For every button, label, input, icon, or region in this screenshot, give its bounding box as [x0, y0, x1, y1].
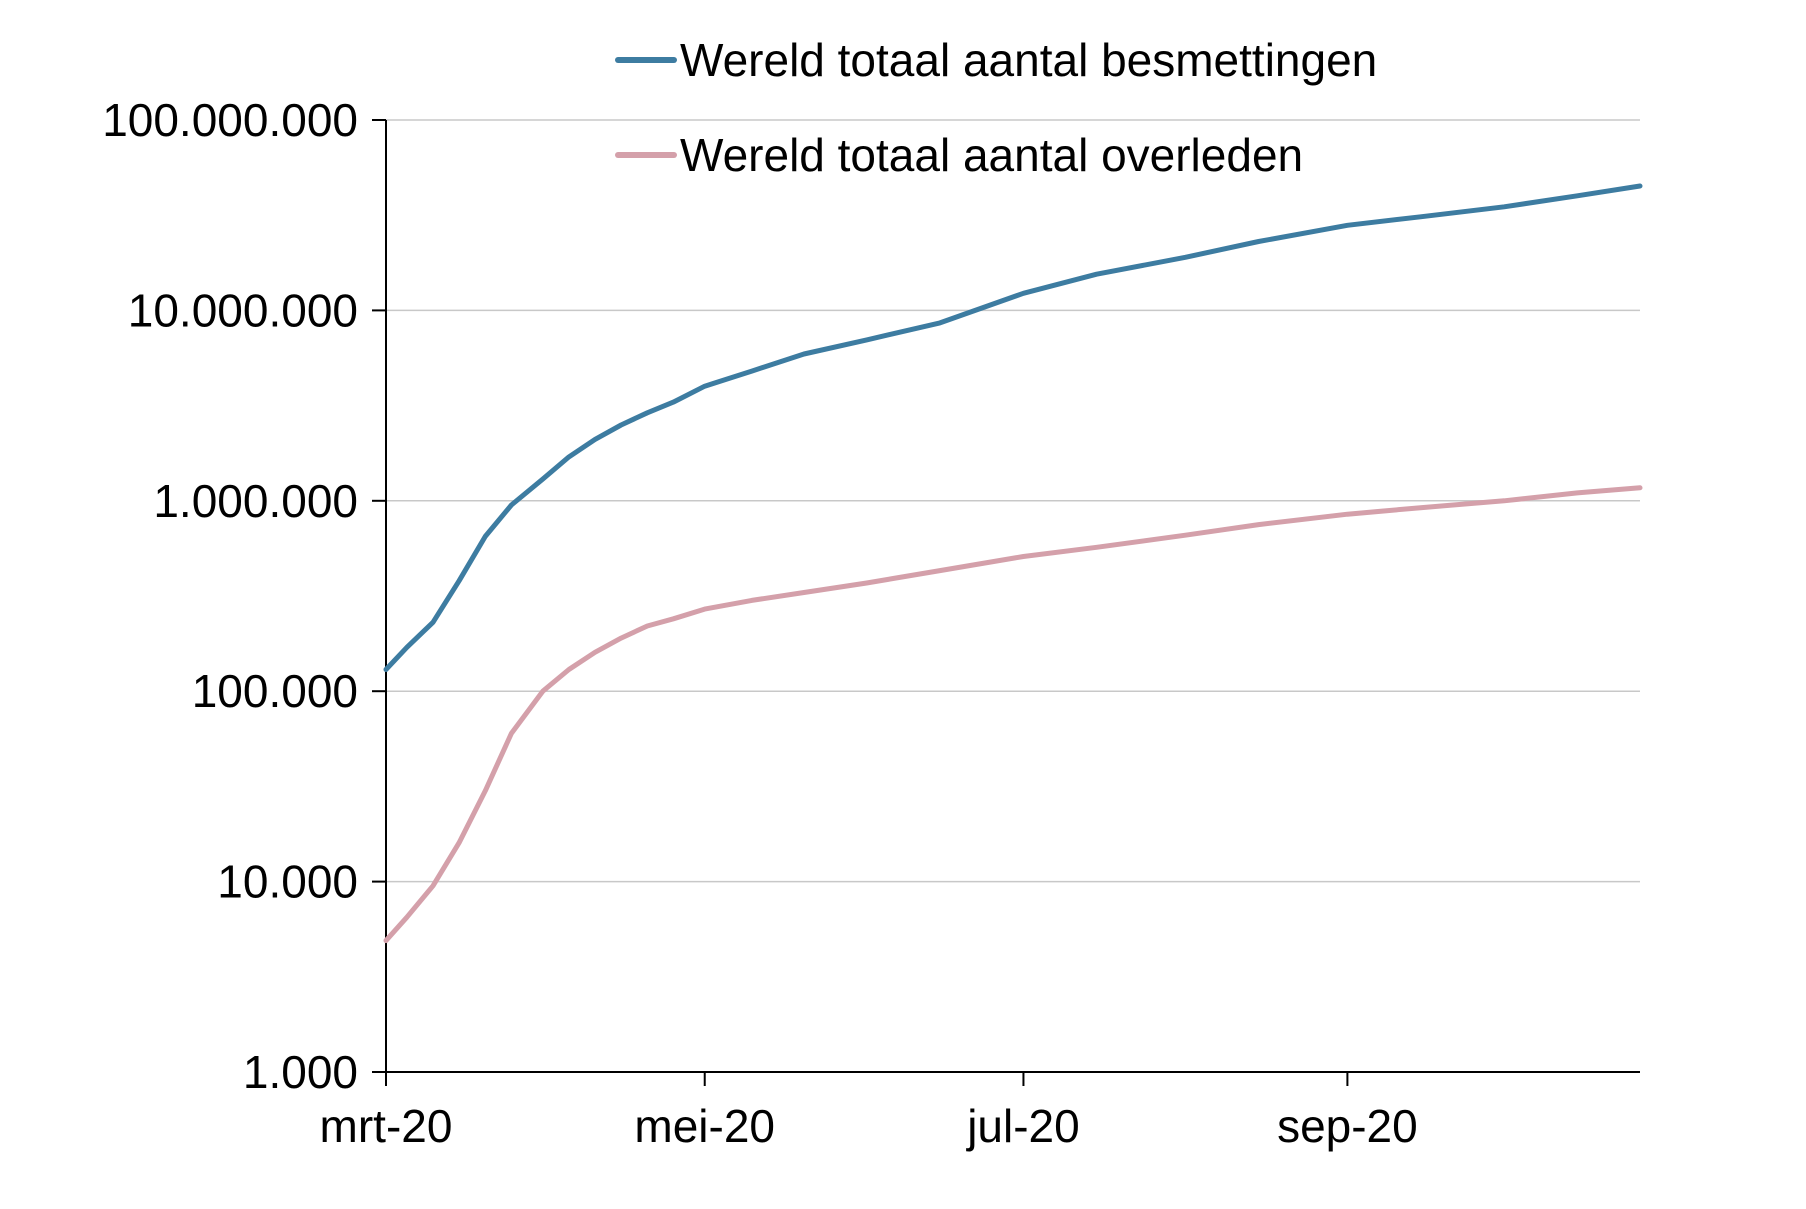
- x-tick-label: jul-20: [965, 1100, 1080, 1152]
- y-tick-label: 100.000.000: [102, 94, 358, 146]
- y-tick-label: 100.000: [192, 665, 358, 717]
- x-tick-label: sep-20: [1277, 1100, 1418, 1152]
- y-tick-label: 10.000.000: [128, 284, 358, 336]
- y-tick-label: 10.000: [217, 856, 358, 908]
- x-tick-label: mrt-20: [320, 1100, 453, 1152]
- series-line-1: [383, 183, 1643, 672]
- legend-label: Wereld totaal aantal besmettingen: [680, 34, 1377, 86]
- legend: Wereld totaal aantal besmettingen Wereld …: [615, 34, 1377, 181]
- axis-layer: 1.000 10.000 100.000 1.000.000 10.000.000 100…: [102, 94, 1640, 1152]
- series-line-2: [383, 485, 1643, 944]
- series-layer: [383, 183, 1643, 944]
- grid-layer: [386, 119, 1640, 883]
- x-tick-label: mei-20: [634, 1100, 775, 1152]
- legend-label: Wereld totaal aantal overleden: [680, 129, 1303, 181]
- y-tick-label: 1.000.000: [153, 475, 358, 527]
- y-tick-label: 1.000: [243, 1046, 358, 1098]
